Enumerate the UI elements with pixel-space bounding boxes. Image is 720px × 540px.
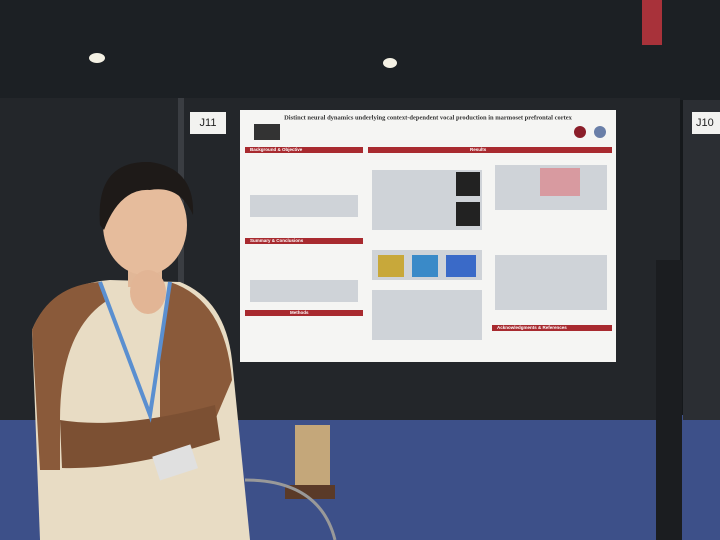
section-title: Methods (290, 310, 309, 315)
section-title: Background & Objective (250, 147, 303, 152)
face (103, 175, 187, 275)
figure-panel (456, 202, 480, 226)
section-title: Summary & Conclusions (250, 238, 304, 243)
sleeve (160, 282, 232, 420)
ceiling (0, 0, 720, 100)
shape (250, 280, 358, 302)
shape (372, 290, 482, 340)
poster-board (683, 100, 720, 420)
logo (574, 126, 586, 138)
lanyard (98, 281, 172, 423)
logo (254, 124, 280, 140)
board-post (656, 260, 682, 540)
ceiling-light (383, 58, 397, 68)
section-header (492, 325, 612, 331)
heatmap (378, 255, 404, 277)
booth-label: J10 (696, 117, 714, 129)
poster-title: Distinct neural dynamics underlying cont… (284, 114, 573, 121)
section-header (245, 147, 363, 153)
section-title: Acknowledgments & References (497, 325, 567, 330)
heatmap (446, 255, 476, 277)
logo (594, 126, 606, 138)
booth-label-card (692, 112, 720, 134)
arm (60, 405, 220, 469)
section-title: Results (470, 147, 487, 152)
booth-label: J11 (200, 117, 217, 129)
board-divider (178, 98, 184, 420)
section-header (245, 310, 363, 316)
section-header (245, 238, 363, 244)
heatmap (540, 168, 580, 196)
booth-structure (642, 0, 662, 45)
shape (250, 195, 358, 217)
section-header (368, 147, 612, 153)
hair (99, 161, 194, 230)
figure-panel (456, 172, 480, 196)
heatmap (412, 255, 438, 277)
ceiling-light (89, 53, 105, 63)
chair (244, 478, 337, 540)
booth-label-card (190, 112, 226, 134)
shoes (285, 485, 335, 499)
sleeve (32, 282, 108, 470)
shape (495, 255, 607, 310)
hand (130, 270, 166, 314)
badge (152, 444, 199, 481)
person-legs (295, 425, 330, 485)
